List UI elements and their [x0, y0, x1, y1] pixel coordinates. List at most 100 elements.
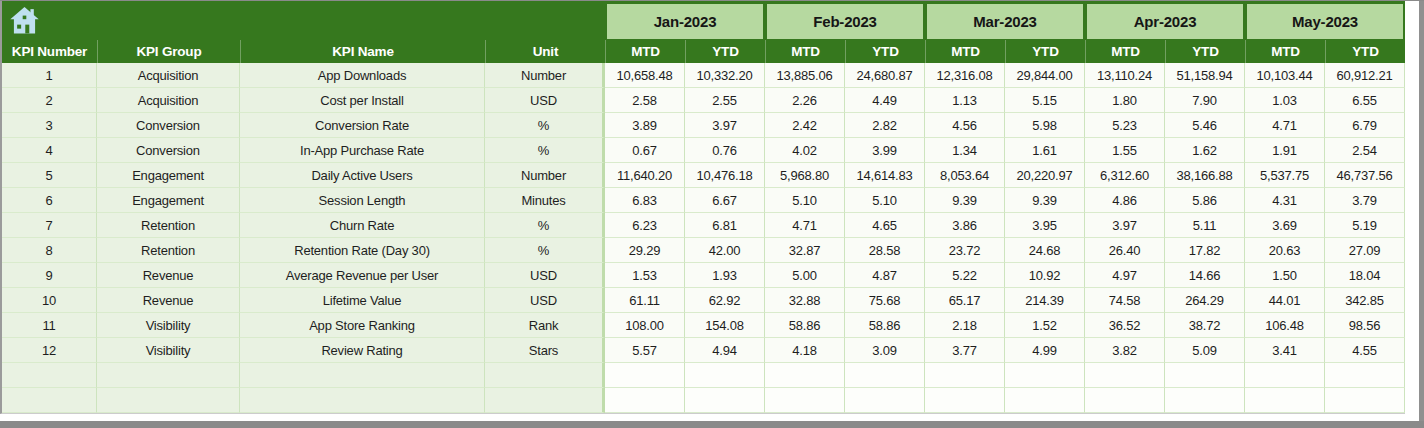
cell-feb-mtd[interactable]: 2.26: [765, 88, 845, 113]
cell-feb-ytd[interactable]: 58.86: [845, 313, 925, 338]
cell-apr-ytd[interactable]: 7.90: [1165, 88, 1245, 113]
cell-kpi-group[interactable]: Retention: [97, 213, 240, 238]
cell-may-ytd[interactable]: 4.55: [1325, 338, 1405, 363]
cell-apr-ytd[interactable]: 1.62: [1165, 138, 1245, 163]
cell-may-ytd[interactable]: 46,737.56: [1325, 163, 1405, 188]
cell-jan-mtd[interactable]: 5.57: [605, 338, 685, 363]
cell-may-ytd[interactable]: 342.85: [1325, 288, 1405, 313]
home-button[interactable]: [9, 5, 40, 36]
cell-may-ytd[interactable]: 18.04: [1325, 263, 1405, 288]
cell-mar-mtd[interactable]: 12,316.08: [925, 63, 1005, 88]
cell-apr-mtd[interactable]: [1085, 388, 1165, 413]
cell-unit[interactable]: USD: [485, 288, 605, 313]
col-header-may-mtd[interactable]: MTD: [1245, 40, 1325, 63]
cell-may-ytd[interactable]: 6.55: [1325, 88, 1405, 113]
col-header-kpi-group[interactable]: KPI Group: [97, 40, 240, 63]
cell-apr-ytd[interactable]: 14.66: [1165, 263, 1245, 288]
cell-unit[interactable]: %: [485, 238, 605, 263]
month-header-feb[interactable]: Feb-2023: [765, 1, 925, 40]
cell-kpi-number[interactable]: 2: [2, 88, 97, 113]
cell-mar-mtd[interactable]: 65.17: [925, 288, 1005, 313]
cell-jan-ytd[interactable]: 6.67: [685, 188, 765, 213]
cell-jan-mtd[interactable]: 11,640.20: [605, 163, 685, 188]
cell-jan-mtd[interactable]: 3.89: [605, 113, 685, 138]
cell-feb-mtd[interactable]: 4.71: [765, 213, 845, 238]
cell-feb-ytd[interactable]: 3.99: [845, 138, 925, 163]
cell-may-mtd[interactable]: 5,537.75: [1245, 163, 1325, 188]
cell-apr-ytd[interactable]: 5.86: [1165, 188, 1245, 213]
cell-mar-ytd[interactable]: 10.92: [1005, 263, 1085, 288]
cell-feb-ytd[interactable]: 3.09: [845, 338, 925, 363]
col-header-kpi-name[interactable]: KPI Name: [240, 40, 485, 63]
cell-unit[interactable]: [485, 363, 605, 388]
cell-apr-mtd[interactable]: 4.97: [1085, 263, 1165, 288]
cell-kpi-name[interactable]: Average Revenue per User: [240, 263, 485, 288]
cell-jan-mtd[interactable]: 2.58: [605, 88, 685, 113]
cell-kpi-name[interactable]: In-App Purchase Rate: [240, 138, 485, 163]
cell-may-ytd[interactable]: 98.56: [1325, 313, 1405, 338]
cell-kpi-number[interactable]: 5: [2, 163, 97, 188]
cell-mar-ytd[interactable]: [1005, 388, 1085, 413]
cell-kpi-name[interactable]: [240, 388, 485, 413]
cell-jan-mtd[interactable]: 0.67: [605, 138, 685, 163]
cell-apr-mtd[interactable]: 26.40: [1085, 238, 1165, 263]
cell-mar-ytd[interactable]: 24.68: [1005, 238, 1085, 263]
cell-jan-ytd[interactable]: 154.08: [685, 313, 765, 338]
cell-jan-mtd[interactable]: 108.00: [605, 313, 685, 338]
cell-apr-ytd[interactable]: [1165, 363, 1245, 388]
cell-jan-mtd[interactable]: 1.53: [605, 263, 685, 288]
cell-feb-mtd[interactable]: 58.86: [765, 313, 845, 338]
cell-kpi-number[interactable]: 9: [2, 263, 97, 288]
cell-feb-ytd[interactable]: 75.68: [845, 288, 925, 313]
cell-may-ytd[interactable]: 27.09: [1325, 238, 1405, 263]
cell-apr-ytd[interactable]: 264.29: [1165, 288, 1245, 313]
cell-may-mtd[interactable]: 1.03: [1245, 88, 1325, 113]
month-header-apr[interactable]: Apr-2023: [1085, 1, 1245, 40]
cell-feb-mtd[interactable]: 4.02: [765, 138, 845, 163]
cell-may-mtd[interactable]: 44.01: [1245, 288, 1325, 313]
cell-jan-ytd[interactable]: [685, 363, 765, 388]
col-header-feb-ytd[interactable]: YTD: [845, 40, 925, 63]
cell-may-ytd[interactable]: 2.54: [1325, 138, 1405, 163]
cell-may-mtd[interactable]: 4.71: [1245, 113, 1325, 138]
cell-may-mtd[interactable]: 3.41: [1245, 338, 1325, 363]
cell-may-mtd[interactable]: [1245, 388, 1325, 413]
cell-kpi-number[interactable]: 11: [2, 313, 97, 338]
col-header-feb-mtd[interactable]: MTD: [765, 40, 845, 63]
cell-mar-mtd[interactable]: 9.39: [925, 188, 1005, 213]
cell-kpi-name[interactable]: Lifetime Value: [240, 288, 485, 313]
cell-apr-mtd[interactable]: 13,110.24: [1085, 63, 1165, 88]
cell-mar-ytd[interactable]: [1005, 363, 1085, 388]
cell-jan-mtd[interactable]: 29.29: [605, 238, 685, 263]
cell-kpi-number[interactable]: 7: [2, 213, 97, 238]
cell-mar-mtd[interactable]: 3.77: [925, 338, 1005, 363]
cell-jan-ytd[interactable]: [685, 388, 765, 413]
cell-mar-ytd[interactable]: 1.61: [1005, 138, 1085, 163]
cell-jan-ytd[interactable]: 1.93: [685, 263, 765, 288]
cell-feb-mtd[interactable]: 32.88: [765, 288, 845, 313]
cell-unit[interactable]: Minutes: [485, 188, 605, 213]
cell-kpi-number[interactable]: 1: [2, 63, 97, 88]
cell-kpi-number[interactable]: 10: [2, 288, 97, 313]
cell-apr-mtd[interactable]: 1.80: [1085, 88, 1165, 113]
cell-kpi-number[interactable]: 4: [2, 138, 97, 163]
cell-jan-mtd[interactable]: 6.83: [605, 188, 685, 213]
col-header-jan-mtd[interactable]: MTD: [605, 40, 685, 63]
col-header-jan-ytd[interactable]: YTD: [685, 40, 765, 63]
cell-mar-ytd[interactable]: 9.39: [1005, 188, 1085, 213]
cell-unit[interactable]: Rank: [485, 313, 605, 338]
cell-apr-mtd[interactable]: 5.23: [1085, 113, 1165, 138]
cell-apr-mtd[interactable]: 4.86: [1085, 188, 1165, 213]
cell-apr-ytd[interactable]: 38.72: [1165, 313, 1245, 338]
cell-kpi-name[interactable]: Session Length: [240, 188, 485, 213]
cell-kpi-name[interactable]: Conversion Rate: [240, 113, 485, 138]
cell-feb-ytd[interactable]: 4.65: [845, 213, 925, 238]
cell-jan-mtd[interactable]: 61.11: [605, 288, 685, 313]
cell-kpi-group[interactable]: Revenue: [97, 263, 240, 288]
col-header-may-ytd[interactable]: YTD: [1325, 40, 1405, 63]
cell-jan-mtd[interactable]: 10,658.48: [605, 63, 685, 88]
cell-kpi-number[interactable]: 12: [2, 338, 97, 363]
cell-may-mtd[interactable]: 10,103.44: [1245, 63, 1325, 88]
cell-mar-ytd[interactable]: 3.95: [1005, 213, 1085, 238]
cell-mar-ytd[interactable]: 29,844.00: [1005, 63, 1085, 88]
